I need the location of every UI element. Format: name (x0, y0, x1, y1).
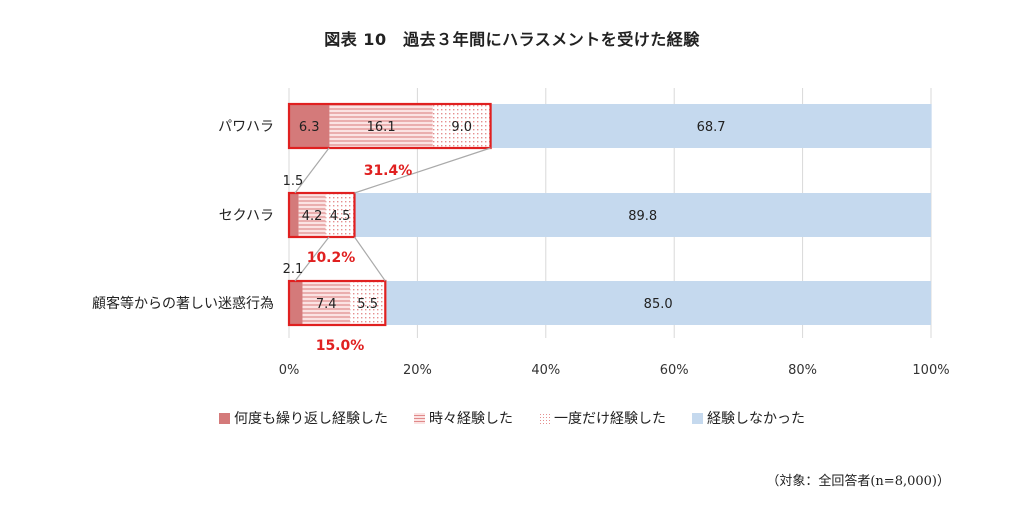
data-label: 68.7 (697, 120, 726, 135)
legend-item: 何度も繰り返し経験した (219, 408, 388, 428)
x-tick-label: 0% (279, 363, 300, 378)
legend-item: 時々経験した (414, 408, 513, 428)
bar-segment (289, 104, 330, 148)
connector-line (354, 147, 491, 194)
legend-label: 何度も繰り返し経験した (234, 411, 388, 427)
legend-swatch (414, 412, 425, 424)
legend-label: 経験しなかった (707, 411, 805, 427)
legend-label: 時々経験した (429, 411, 513, 427)
highlight-box (287, 279, 387, 327)
data-label: 16.1 (367, 120, 396, 135)
data-label: 6.3 (299, 120, 320, 135)
data-label: 9.0 (451, 120, 472, 135)
x-tick-label: 40% (531, 363, 560, 378)
bar-segment (354, 193, 931, 237)
x-tick-label: 60% (660, 363, 689, 378)
bar-segment (349, 281, 386, 325)
bar-segment (325, 193, 355, 237)
highlight-box (287, 191, 356, 239)
data-label: 1.5 (283, 174, 304, 189)
connector-line (294, 236, 330, 282)
highlight-box (287, 102, 492, 150)
total-label: 15.0% (316, 338, 365, 354)
legend-swatch (219, 412, 230, 424)
data-label: 4.5 (330, 209, 351, 224)
connector-line (353, 236, 386, 282)
total-label: 31.4% (364, 163, 413, 179)
data-label: 5.5 (357, 297, 378, 312)
bar-segment (289, 281, 303, 325)
bar-segment (289, 193, 299, 237)
data-label: 85.0 (644, 297, 673, 312)
legend: 何度も繰り返し経験した 時々経験した 一度だけ経験した 経験しなかった (0, 408, 1024, 428)
category-label: パワハラ (218, 119, 274, 135)
legend-swatch (692, 412, 703, 424)
footnote: （対象：全回答者(n=8,000)） (766, 474, 950, 489)
x-tick-label: 100% (912, 363, 949, 378)
data-label: 4.2 (302, 209, 323, 224)
bar-segment (329, 104, 433, 148)
x-tick-label: 20% (403, 363, 432, 378)
category-label: 顧客等からの著しい迷惑行為 (92, 295, 274, 312)
data-label: 2.1 (283, 262, 304, 277)
data-label: 89.8 (628, 209, 657, 224)
bar-segment (385, 281, 931, 325)
total-label: 10.2% (307, 250, 356, 266)
bar-segment (490, 104, 932, 148)
chart-title: 図表 10 過去３年間にハラスメントを受けた経験 (324, 30, 700, 49)
x-tick-label: 80% (788, 363, 817, 378)
legend-item: 一度だけ経験した (539, 408, 666, 428)
bar-segment (302, 281, 350, 325)
legend-item: 経験しなかった (692, 408, 805, 428)
data-label: 7.4 (316, 297, 337, 312)
legend-swatch (539, 412, 550, 424)
legend-label: 一度だけ経験した (554, 411, 666, 427)
category-label: セクハラ (219, 208, 274, 224)
bar-segment (298, 193, 326, 237)
connector-line (294, 147, 330, 194)
bar-segment (432, 104, 491, 148)
